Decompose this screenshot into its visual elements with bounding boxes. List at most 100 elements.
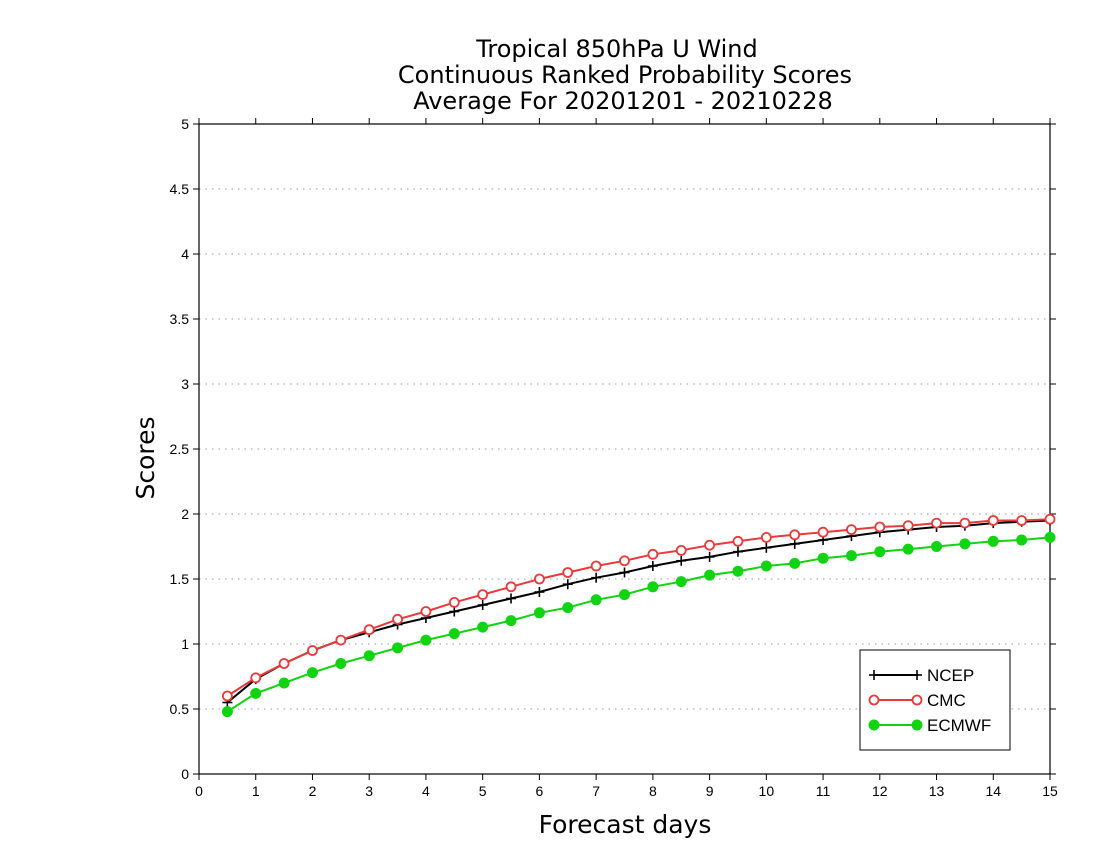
chart-title-line-1: Tropical 850hPa U Wind bbox=[475, 35, 758, 63]
data-point-ecmwf bbox=[392, 642, 404, 654]
y-tick-label: 1.5 bbox=[170, 571, 190, 587]
data-point-cmc bbox=[789, 529, 801, 541]
y-tick-label: 4 bbox=[181, 246, 189, 262]
x-tick-label: 12 bbox=[872, 783, 888, 799]
chart-title-line-3: Average For 20201201 - 20210228 bbox=[413, 87, 833, 115]
data-point-ecmwf bbox=[959, 538, 971, 550]
y-tick-label: 1 bbox=[181, 636, 189, 652]
data-point-cmc bbox=[647, 548, 659, 560]
data-point-ecmwf bbox=[278, 677, 290, 689]
data-point-ncep bbox=[506, 593, 517, 604]
data-point-ecmwf bbox=[619, 589, 630, 601]
data-point-cmc bbox=[448, 597, 460, 608]
x-tick-label: 5 bbox=[479, 783, 487, 799]
grid-lines bbox=[199, 188, 1050, 710]
data-point-cmc bbox=[874, 521, 886, 533]
legend-marker-ecmwf bbox=[868, 719, 880, 731]
y-axis-label: Scores bbox=[131, 416, 160, 499]
data-point-cmc bbox=[732, 535, 744, 547]
data-point-cmc bbox=[420, 606, 432, 617]
data-point-ecmwf bbox=[1044, 531, 1056, 543]
series-cmc bbox=[221, 513, 1056, 702]
y-tick-label: 3 bbox=[181, 376, 189, 392]
x-tick-label: 1 bbox=[252, 783, 260, 799]
x-tick-label: 0 bbox=[195, 783, 203, 799]
data-point-ncep bbox=[534, 587, 545, 597]
x-tick-label: 13 bbox=[929, 783, 945, 799]
data-point-cmc bbox=[959, 517, 971, 529]
data-point-ecmwf bbox=[817, 552, 829, 564]
x-tick-label: 10 bbox=[759, 783, 775, 799]
x-tick-label: 14 bbox=[985, 783, 1001, 799]
x-tick-label: 3 bbox=[365, 783, 373, 799]
data-point-ecmwf bbox=[250, 687, 262, 699]
y-tick-label: 3.5 bbox=[170, 311, 190, 327]
x-tick-label: 8 bbox=[649, 783, 657, 799]
data-point-ecmwf bbox=[760, 560, 772, 572]
data-point-cmc bbox=[1016, 515, 1028, 526]
y-tick-label: 4.5 bbox=[170, 181, 190, 197]
data-point-ncep bbox=[591, 572, 602, 583]
data-point-ecmwf bbox=[789, 557, 801, 569]
data-point-ecmwf bbox=[902, 543, 914, 555]
legend-marker-ncep bbox=[869, 670, 879, 680]
y-tick-label: 5 bbox=[181, 116, 189, 132]
data-point-cmc bbox=[221, 690, 233, 702]
data-point-cmc bbox=[760, 532, 772, 543]
data-point-ecmwf bbox=[987, 535, 999, 547]
data-point-cmc bbox=[817, 526, 829, 538]
data-point-ncep bbox=[449, 606, 460, 617]
legend-marker-cmc bbox=[911, 694, 923, 706]
x-tick-label: 6 bbox=[536, 783, 544, 799]
data-point-ecmwf bbox=[477, 621, 489, 633]
data-point-cmc bbox=[477, 589, 489, 600]
data-point-cmc bbox=[250, 672, 262, 684]
legend-marker-ecmwf bbox=[911, 719, 923, 731]
x-tick-label: 2 bbox=[309, 783, 317, 799]
data-point-ncep bbox=[676, 555, 687, 566]
data-point-cmc bbox=[619, 555, 630, 567]
x-tick-label: 9 bbox=[706, 783, 714, 799]
data-point-cmc bbox=[846, 524, 857, 535]
x-tick-label: 15 bbox=[1042, 783, 1058, 799]
x-axis-label: Forecast days bbox=[539, 810, 712, 839]
y-tick-label: 0.5 bbox=[170, 701, 190, 717]
data-point-ecmwf bbox=[420, 634, 432, 646]
data-point-cmc bbox=[1044, 513, 1056, 525]
data-point-ecmwf bbox=[590, 594, 602, 606]
data-point-cmc bbox=[363, 624, 375, 636]
y-tick-label: 0 bbox=[181, 766, 189, 782]
x-tick-label: 4 bbox=[422, 783, 430, 799]
data-point-cmc bbox=[307, 645, 318, 656]
data-point-cmc bbox=[902, 520, 914, 532]
data-point-cmc bbox=[987, 515, 999, 526]
data-point-ecmwf bbox=[363, 650, 375, 662]
series-layer bbox=[221, 513, 1056, 718]
data-point-cmc bbox=[335, 634, 347, 646]
y-tick-label: 2 bbox=[181, 506, 189, 522]
data-point-ecmwf bbox=[533, 607, 545, 619]
data-point-ncep bbox=[477, 600, 488, 610]
axis-ticks: 00.511.522.533.544.550 1 2 3 4 5 6 7 8 9 10 11 12 13 1… bbox=[170, 116, 1058, 799]
data-point-cmc bbox=[704, 539, 715, 551]
data-point-ncep bbox=[562, 579, 573, 590]
x-tick-label: 7 bbox=[592, 783, 600, 799]
data-point-ncep bbox=[704, 551, 715, 562]
data-point-ecmwf bbox=[1016, 534, 1028, 546]
data-point-cmc bbox=[590, 560, 602, 572]
data-point-ecmwf bbox=[335, 658, 347, 669]
data-point-cmc bbox=[931, 517, 942, 529]
legend-label-ecmwf: ECMWF bbox=[927, 716, 991, 735]
data-point-ecmwf bbox=[675, 576, 687, 588]
chart-title-line-2: Continuous Ranked Probability Scores bbox=[398, 61, 852, 89]
x-tick-label: 11 bbox=[816, 783, 831, 799]
data-point-ncep bbox=[619, 567, 630, 578]
data-point-ecmwf bbox=[874, 546, 886, 558]
data-point-ecmwf bbox=[448, 628, 460, 640]
data-point-ecmwf bbox=[845, 550, 857, 562]
series-ecmwf bbox=[221, 531, 1056, 718]
data-point-cmc bbox=[505, 581, 517, 593]
data-point-ncep bbox=[732, 546, 743, 557]
data-point-ncep bbox=[761, 542, 772, 553]
